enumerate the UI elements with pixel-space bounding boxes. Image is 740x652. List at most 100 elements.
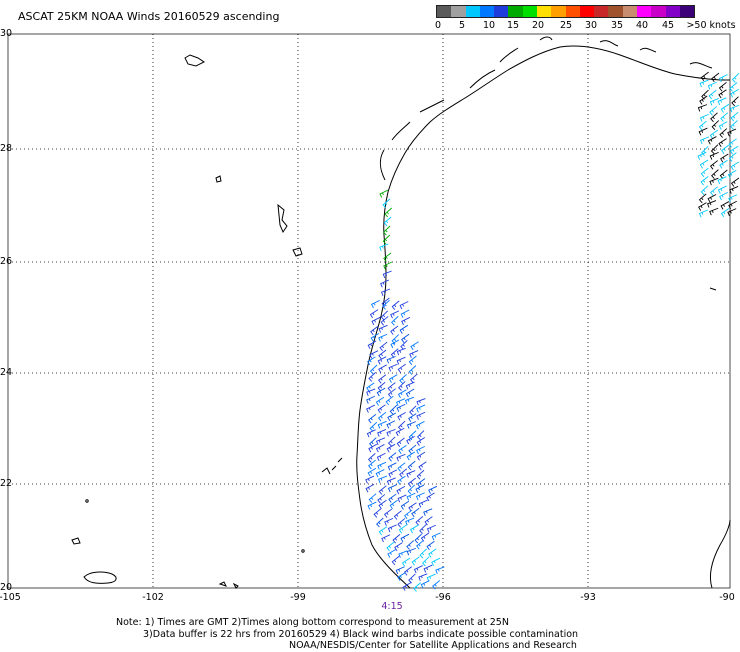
- wind-barb: [383, 261, 393, 270]
- wind-barb: [729, 104, 740, 113]
- wind-barb: [728, 200, 737, 210]
- wind-barb: [391, 555, 400, 566]
- wind-barb: [405, 517, 415, 526]
- wind-barb: [397, 363, 406, 373]
- lat-label-20: 20: [0, 582, 13, 593]
- wind-barb: [728, 194, 738, 203]
- wind-barb: [400, 500, 410, 510]
- wind-barb: [388, 374, 398, 383]
- wind-barb: [408, 355, 417, 366]
- wind-barb: [397, 518, 406, 528]
- wind-barb: [423, 564, 433, 573]
- wind-barb: [387, 388, 396, 398]
- colorbar-segment: [579, 6, 595, 17]
- wind-barb: [698, 127, 708, 136]
- note-line-2: 3)Data buffer is 22 hrs from 20160529 4)…: [143, 628, 579, 640]
- wind-barb: [426, 524, 436, 533]
- wind-barb: [377, 412, 387, 422]
- wind-barb: [371, 316, 381, 326]
- wind-barb: [381, 534, 391, 543]
- colorbar-label: 30: [584, 20, 598, 31]
- wind-barb: [426, 492, 435, 502]
- wind-barb: [365, 483, 375, 493]
- coastline: [71, 36, 731, 589]
- wind-barb: [390, 348, 399, 358]
- wind-barb: [380, 279, 390, 288]
- wind-barb: [699, 95, 708, 105]
- wind-barb: [387, 462, 397, 471]
- wind-barb: [731, 96, 739, 107]
- lat-label-28: 28: [0, 143, 13, 154]
- wind-barb: [406, 451, 416, 461]
- wind-barb: [397, 572, 406, 581]
- wind-barb: [367, 467, 377, 477]
- wind-barb: [382, 234, 391, 245]
- wind-barb: [710, 112, 718, 123]
- wind-barb: [415, 516, 424, 526]
- wind-barb: [417, 478, 426, 488]
- pass-time-label: 4:15: [381, 601, 403, 612]
- wind-barb: [405, 388, 415, 398]
- colorbar-segment: [636, 6, 652, 17]
- wind-barb: [707, 194, 717, 203]
- note-line-3: NOAA/NESDIS/Center for Satellite Applica…: [289, 640, 577, 651]
- wind-barb: [718, 81, 727, 92]
- wind-barb: [699, 159, 709, 169]
- wind-barb: [729, 186, 739, 194]
- wind-barb: [368, 443, 378, 453]
- wind-barb: [420, 580, 430, 589]
- lon-label-105: -105: [0, 592, 21, 603]
- wind-barb: [415, 492, 425, 501]
- wind-barb: [424, 516, 433, 526]
- wind-barb: [377, 381, 386, 392]
- colorbar-segment: [508, 6, 523, 17]
- colorbar-label: 15: [506, 20, 520, 31]
- wind-barb: [379, 341, 388, 352]
- wind-barb: [719, 192, 728, 201]
- wind-barb: [709, 129, 719, 139]
- wind-barb: [407, 477, 416, 488]
- wind-barb: [720, 153, 729, 163]
- wind-barb: [376, 517, 384, 528]
- wind-barb: [384, 517, 394, 526]
- wind-barb: [377, 404, 386, 414]
- wind-barb: [435, 566, 445, 574]
- wind-barb: [420, 532, 430, 542]
- wind-barb: [386, 428, 396, 437]
- lon-label-90: -90: [719, 592, 735, 603]
- wind-barb: [698, 193, 707, 204]
- wind-barb: [708, 89, 717, 100]
- wind-barb: [388, 363, 398, 372]
- wind-barb: [707, 136, 717, 145]
- lon-label-93: -93: [580, 592, 596, 603]
- wind-barb: [709, 160, 719, 170]
- wind-barb: [416, 404, 426, 413]
- wind-barb: [408, 502, 417, 512]
- wind-barb: [718, 138, 727, 148]
- wind-barb: [398, 524, 408, 534]
- wind-barb: [717, 176, 727, 185]
- lat-label-24: 24: [0, 367, 13, 378]
- wind-barb: [717, 185, 727, 194]
- wind-barb: [395, 427, 405, 437]
- wind-barb: [709, 97, 719, 106]
- wind-barb: [413, 565, 423, 574]
- wind-barb: [378, 526, 388, 536]
- wind-barb: [375, 396, 385, 406]
- wind-barb: [697, 104, 708, 112]
- wind-barb: [400, 533, 410, 543]
- colorbar-label: 25: [559, 20, 573, 31]
- wind-barb: [720, 208, 730, 218]
- wind-barb: [410, 341, 419, 351]
- lat-label-26: 26: [0, 256, 13, 267]
- wind-barb: [399, 374, 407, 384]
- wind-barb: [721, 144, 730, 154]
- wind-barb: [386, 443, 396, 453]
- wind-barb: [398, 381, 406, 391]
- wind-barb: [397, 475, 406, 485]
- colorbar-segment: [679, 6, 695, 17]
- wind-barb: [700, 176, 709, 186]
- wind-barb: [386, 420, 396, 429]
- wind-barb: [407, 460, 416, 471]
